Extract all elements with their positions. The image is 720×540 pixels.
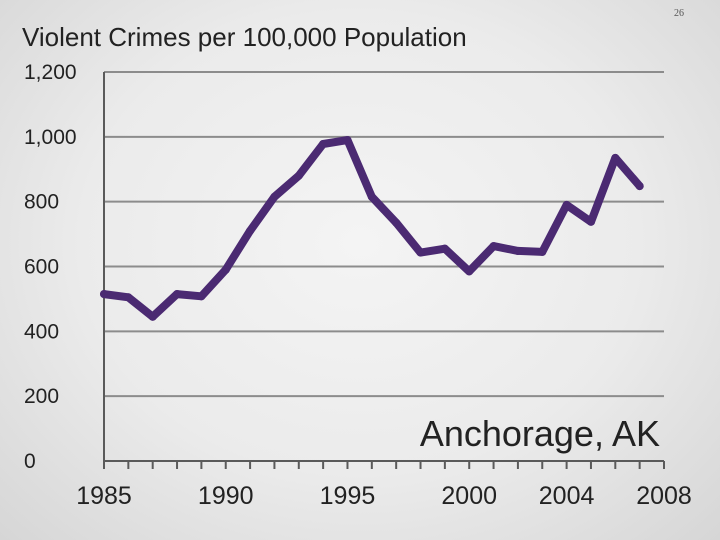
data-point-1996: [367, 192, 376, 201]
data-point-2002: [513, 246, 522, 255]
data-point-1994: [319, 139, 328, 148]
x-tick-label-2004: 2004: [539, 482, 595, 510]
chart-annotation: Anchorage, AK: [420, 413, 660, 454]
data-point-1992: [270, 192, 279, 201]
data-point-1986: [124, 293, 133, 302]
data-point-2004: [562, 200, 571, 209]
y-tick-label-400: 400: [24, 320, 59, 343]
x-tick-label-2000: 2000: [441, 482, 497, 510]
data-point-2006: [611, 153, 620, 162]
x-tick-label-1985: 1985: [76, 482, 132, 510]
y-tick-label-1200: 1,200: [24, 61, 77, 84]
y-tick-label-600: 600: [24, 256, 59, 279]
x-tick-label-1990: 1990: [198, 482, 254, 510]
x-tick-label-2008: 2008: [636, 482, 692, 510]
data-point-1995: [343, 136, 352, 145]
data-point-2005: [586, 217, 595, 226]
y-tick-label-0: 0: [24, 450, 36, 473]
data-point-2003: [538, 247, 547, 256]
series-line: [100, 136, 644, 321]
y-tick-label-1000: 1,000: [24, 126, 77, 149]
chart-title: Violent Crimes per 100,000 Population: [22, 22, 467, 52]
data-point-1993: [294, 171, 303, 180]
data-point-1990: [221, 265, 230, 274]
data-point-2007: [635, 182, 644, 191]
data-point-1989: [197, 292, 206, 301]
data-point-1988: [173, 290, 182, 299]
data-point-1991: [246, 226, 255, 235]
data-point-2000: [465, 267, 474, 276]
x-tick-label-1995: 1995: [320, 482, 376, 510]
data-point-1987: [148, 312, 157, 321]
y-tick-label-800: 800: [24, 191, 59, 214]
data-point-1985: [100, 290, 108, 299]
page-number: 26: [674, 8, 684, 19]
data-point-2001: [489, 242, 498, 251]
data-point-1998: [416, 248, 425, 257]
y-tick-label-200: 200: [24, 385, 59, 408]
data-point-1999: [440, 244, 449, 253]
data-point-1997: [392, 218, 401, 227]
